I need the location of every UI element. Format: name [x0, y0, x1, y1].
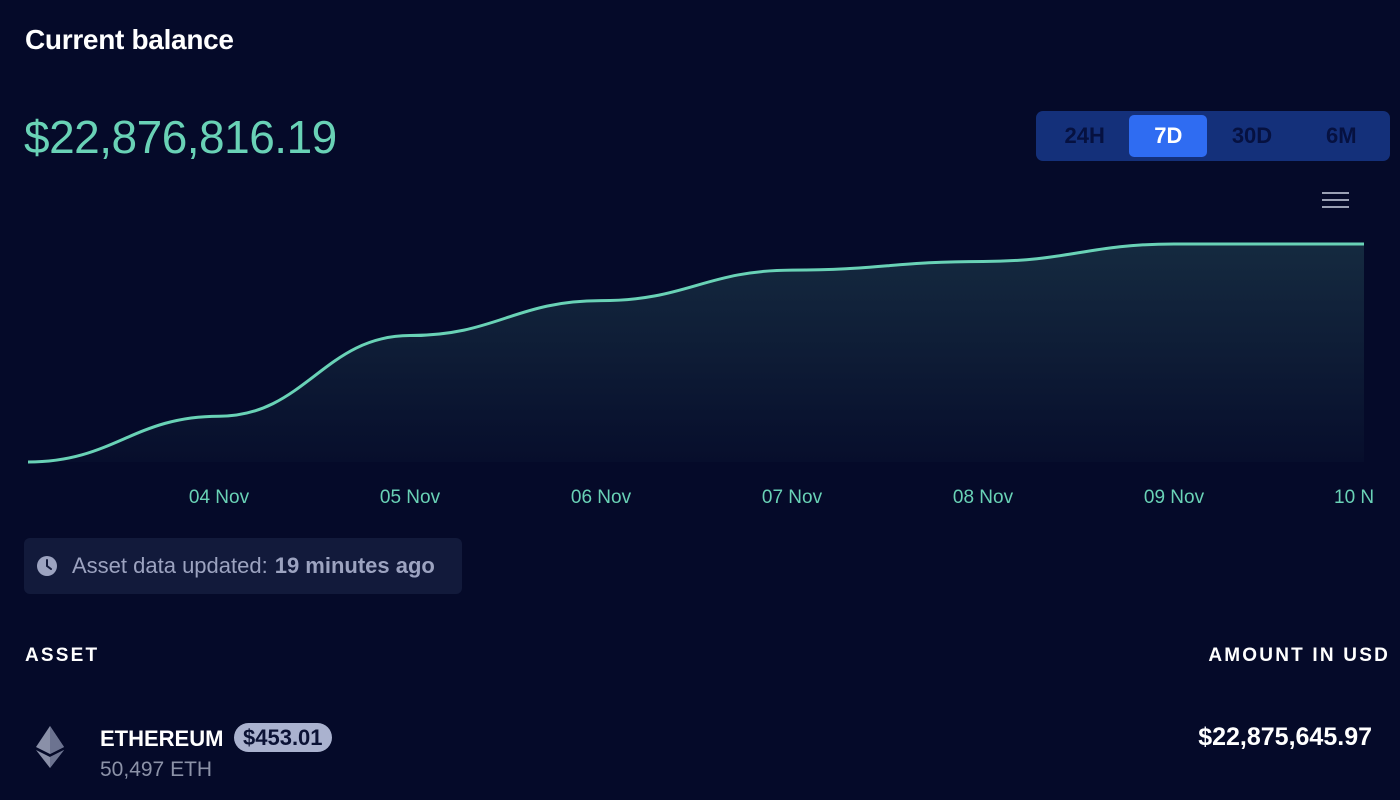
ethereum-icon	[36, 726, 64, 768]
column-header-amount: AMOUNT IN USD	[1208, 645, 1390, 666]
time-range-selector: 24H 7D 30D 6M	[1036, 111, 1390, 161]
x-axis-tick-label: 06 Nov	[571, 487, 632, 508]
x-axis-tick-label: 05 Nov	[380, 487, 441, 508]
page-title: Current balance	[25, 24, 234, 55]
asset-price-badge: $453.01	[234, 723, 332, 752]
balance-chart: 04 Nov 05 Nov 06 Nov 07 Nov 08 Nov 09 Nov 10 N	[27, 242, 1374, 508]
x-axis-tick-label: 10 N	[1334, 487, 1374, 508]
x-axis-tick-label: 09 Nov	[1144, 487, 1205, 508]
asset-quantity: 50,497 ETH	[100, 758, 213, 781]
column-header-asset: ASSET	[25, 645, 100, 666]
asset-name: ETHEREUM	[100, 726, 224, 751]
chart-series-line	[27, 242, 1364, 464]
range-tab-7d[interactable]: 7D	[1129, 115, 1208, 157]
asset-amount-usd: $22,875,645.97	[1198, 723, 1372, 751]
x-axis-tick-label: 07 Nov	[762, 487, 823, 508]
update-status-label: Asset data updated:	[72, 553, 268, 578]
x-axis-tick-label: 04 Nov	[189, 487, 250, 508]
x-axis-tick-label: 08 Nov	[953, 487, 1014, 508]
range-tab-24h[interactable]: 24H	[1064, 123, 1105, 148]
range-tab-6m[interactable]: 6M	[1326, 123, 1357, 148]
current-balance-value: $22,876,816.19	[24, 111, 337, 163]
clock-icon	[37, 556, 57, 576]
chart-area-fill	[28, 244, 1364, 462]
asset-update-status: Asset data updated: 19 minutes ago	[24, 538, 462, 594]
range-tab-30d[interactable]: 30D	[1231, 123, 1273, 148]
hamburger-menu-icon[interactable]	[1322, 192, 1350, 210]
update-status-time: 19 minutes ago	[274, 553, 435, 578]
